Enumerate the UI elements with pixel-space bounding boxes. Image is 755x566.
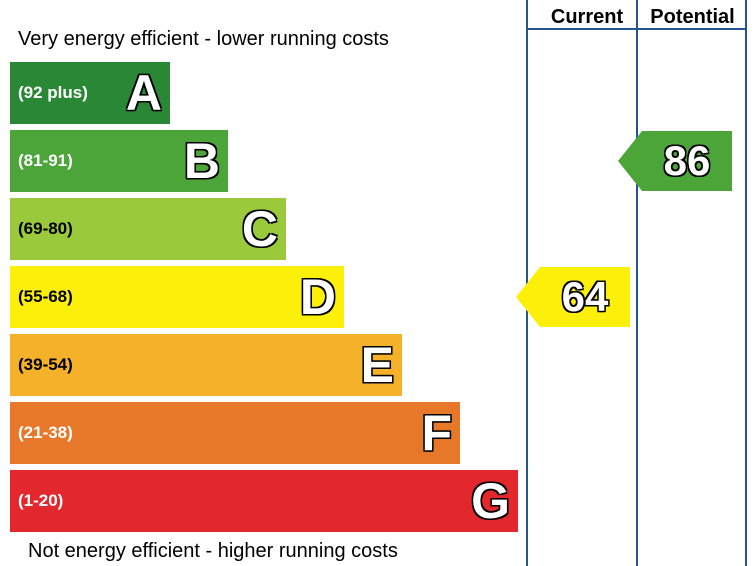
rating-value: 64 <box>540 267 630 327</box>
band-D: (55-68) D <box>10 266 344 328</box>
column-header-current: Current <box>538 6 636 29</box>
band-letter: E <box>361 336 394 394</box>
rating-pointer-potential: 86 <box>618 131 732 191</box>
band-letter: C <box>242 200 278 258</box>
column-header-potential: Potential <box>640 6 745 29</box>
pointer-arrow-icon <box>516 267 540 327</box>
energy-rating-chart: Very energy efficient - lower running co… <box>10 0 745 566</box>
band-C: (69-80) C <box>10 198 286 260</box>
header-divider <box>526 28 745 30</box>
column-divider <box>745 0 747 566</box>
band-F: (21-38) F <box>10 402 460 464</box>
band-letter: G <box>471 472 510 530</box>
pointer-arrow-icon <box>618 131 642 191</box>
band-A: (92 plus) A <box>10 62 170 124</box>
bands-area: (92 plus) A (81-91) B (69-80) C (55-68) D (39-54… <box>10 62 520 538</box>
band-letter: B <box>184 132 220 190</box>
band-range: (69-80) <box>18 219 73 239</box>
band-letter: D <box>300 268 336 326</box>
rating-value: 86 <box>642 131 732 191</box>
band-E: (39-54) E <box>10 334 402 396</box>
band-letter: A <box>126 64 162 122</box>
top-efficiency-label: Very energy efficient - lower running co… <box>18 28 389 51</box>
band-range: (92 plus) <box>18 83 88 103</box>
band-range: (39-54) <box>18 355 73 375</box>
band-range: (1-20) <box>18 491 63 511</box>
rating-pointer-current: 64 <box>516 267 630 327</box>
band-B: (81-91) B <box>10 130 228 192</box>
band-range: (81-91) <box>18 151 73 171</box>
band-range: (21-38) <box>18 423 73 443</box>
band-range: (55-68) <box>18 287 73 307</box>
band-letter: F <box>421 404 452 462</box>
band-G: (1-20) G <box>10 470 518 532</box>
column-divider <box>636 0 638 566</box>
bottom-efficiency-label: Not energy efficient - higher running co… <box>28 540 398 563</box>
